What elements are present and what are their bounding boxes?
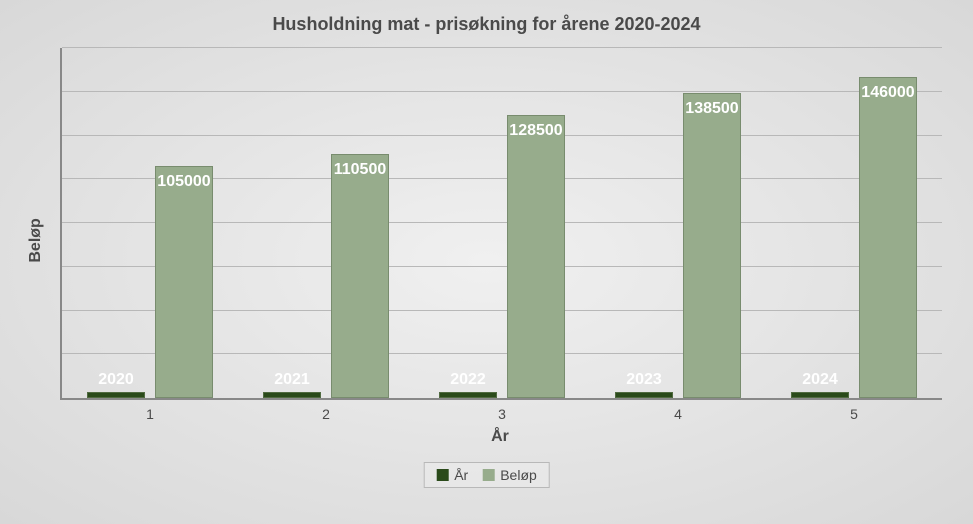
bar-group: 2023 138500 [615, 93, 741, 398]
bar-value-label: 2022 [440, 371, 496, 389]
bar-year: 2023 [615, 392, 673, 398]
chart-title: Husholdning mat - prisøkning for årene 2… [0, 0, 973, 39]
plot-area: 2020105000120211105002202212850032023138… [60, 48, 942, 400]
bar-value-label: 110500 [332, 161, 388, 179]
legend-label: År [454, 467, 468, 483]
bar-value-label: 128500 [508, 122, 564, 140]
legend-item: Beløp [482, 467, 537, 483]
x-tick-label: 4 [608, 406, 748, 422]
bar-year: 2024 [791, 392, 849, 398]
bar-amount: 105000 [155, 166, 213, 398]
bar-group: 2020 105000 [87, 166, 213, 398]
bar-group: 2022 128500 [439, 115, 565, 398]
bar-amount: 128500 [507, 115, 565, 398]
x-tick-label: 3 [432, 406, 572, 422]
bar-value-label: 146000 [860, 84, 916, 102]
legend-swatch [436, 469, 448, 481]
gridline [62, 47, 942, 48]
bar-year: 2020 [87, 392, 145, 398]
bar-amount: 138500 [683, 93, 741, 398]
chart-container: Husholdning mat - prisøkning for årene 2… [0, 0, 973, 524]
bar-group: 2021 110500 [263, 154, 389, 398]
bar-value-label: 2021 [264, 371, 320, 389]
bar-year: 2022 [439, 392, 497, 398]
bar-group: 2024 146000 [791, 77, 917, 398]
bar-value-label: 138500 [684, 100, 740, 118]
legend: År Beløp [423, 462, 550, 488]
x-tick-label: 5 [784, 406, 924, 422]
legend-item: År [436, 467, 468, 483]
bar-value-label: 2023 [616, 371, 672, 389]
x-tick-label: 1 [80, 406, 220, 422]
bar-value-label: 2024 [792, 371, 848, 389]
y-axis-label: Beløp [27, 218, 45, 262]
legend-label: Beløp [500, 467, 537, 483]
bar-year: 2021 [263, 392, 321, 398]
legend-swatch [482, 469, 494, 481]
bar-amount: 146000 [859, 77, 917, 398]
x-axis-label: År [60, 428, 940, 446]
x-tick-label: 2 [256, 406, 396, 422]
bar-value-label: 2020 [88, 371, 144, 389]
plot-wrapper: 2020105000120211105002202212850032023138… [60, 48, 940, 398]
bar-amount: 110500 [331, 154, 389, 398]
bar-value-label: 105000 [156, 173, 212, 191]
